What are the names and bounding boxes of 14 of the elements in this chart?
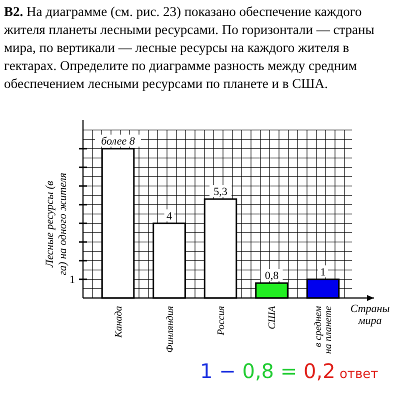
x-tick-label: Финляндия: [164, 306, 176, 353]
data-label: 0,8: [264, 270, 280, 282]
text: 1 − 0,8 = 0,2 ответ: [200, 359, 379, 383]
data-label: 1: [320, 266, 326, 278]
x-axis-title: Страны мира: [350, 303, 390, 327]
data-label: 5,3: [214, 186, 228, 198]
chart-title: B2. На диаграмме (см. рис. 23) показано обеспечение каждого жителя планеты лесными ресурсами. По горизонтали — страны мира, по вертикали — лесные ресурсы на каждого жителя в гектарах. Определите по диаграмме разность между средним обеспечением лесными ресурсами по планете и в США.: [3, 4, 374, 91]
data-label: более 8: [101, 136, 136, 148]
y-axis-title: Лесные ресурсы (в га) на одного жителя: [44, 172, 69, 276]
x-tick-label: Россия: [216, 306, 227, 336]
data-label: 4: [166, 210, 173, 222]
x-tick-label: США: [267, 305, 278, 330]
x-tick-label: Канада: [114, 306, 125, 339]
x-tick-label: в среднем на планете: [312, 305, 334, 354]
